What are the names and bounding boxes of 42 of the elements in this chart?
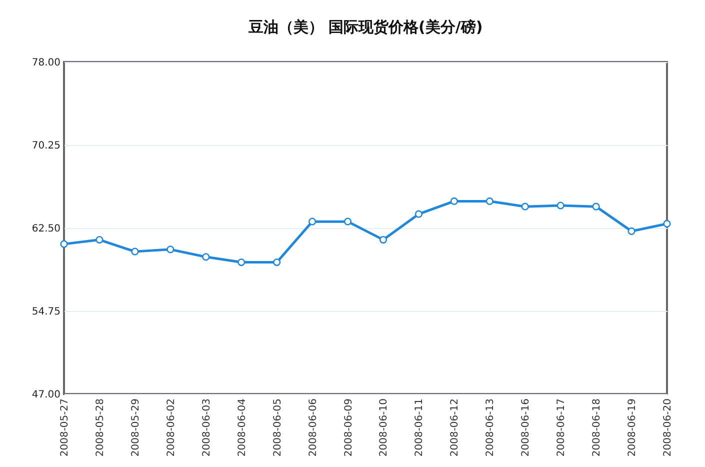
point [379,236,388,244]
x-tick-label: 2008-05-27 [60,398,70,457]
x-tick-label: 2008-06-02 [166,398,177,457]
point [308,218,316,226]
point [486,197,494,206]
x-tick-label: 2008-06-16 [520,398,532,457]
point [344,218,352,226]
chart-title: 豆油（美） 国际现货价格(美分/磅) [247,18,483,36]
x-tick-label: 2008-06-18 [592,398,603,457]
x-tick-label: 2008-05-29 [130,398,142,457]
point [273,258,281,266]
x-tick-label: 2008-06-19 [627,398,638,457]
x-tick-label: 2008-06-12 [450,398,461,457]
point [414,210,423,218]
x-tick-label: 2008-06-17 [556,398,568,457]
x-tick-label: 2008-05-28 [94,398,106,457]
x-tick-label: 2008-06-09 [343,398,354,457]
point [238,258,246,266]
y-tick-label: 78.00 [32,58,60,68]
x-tick-label: 2008-06-20 [662,398,674,457]
point [166,246,174,254]
x-tick-label: 2008-06-11 [414,398,426,457]
y-tick-label: 70.25 [32,140,60,152]
point [592,202,600,210]
point [521,202,529,210]
y-tick-label: 54.75 [32,306,60,318]
point [556,202,564,210]
point [450,197,458,206]
y-tick-label: 47.00 [32,390,60,400]
x-tick-label: 2008-06-06 [308,398,319,457]
y-tick-label: 62.50 [32,224,60,234]
x-tick-label: 2008-06-03 [201,398,212,457]
point [131,248,139,256]
x-tick-label: 2008-06-10 [378,398,390,457]
point [202,253,210,261]
point [60,240,68,248]
point [628,227,636,236]
x-tick-label: 2008-06-04 [236,398,248,457]
x-tick-label: 2008-06-13 [485,398,496,457]
point [96,236,104,244]
x-tick-label: 2008-06-05 [272,398,284,457]
point [663,220,671,228]
